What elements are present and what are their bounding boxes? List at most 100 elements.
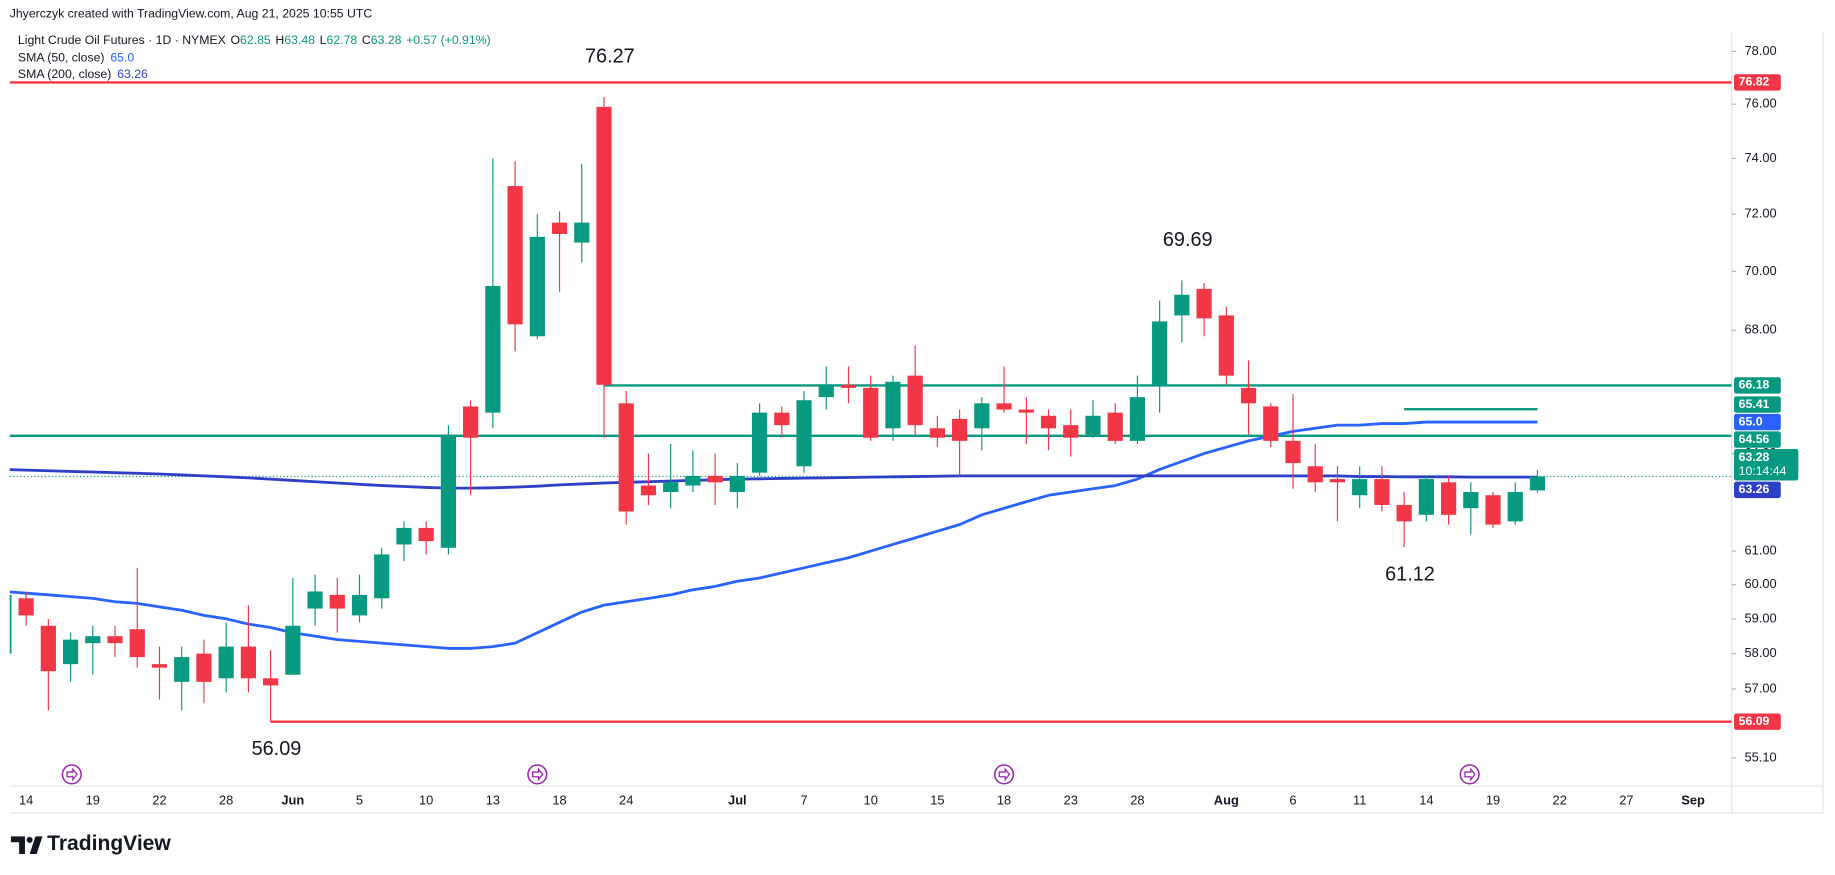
- candle-body: [485, 285, 501, 413]
- countdown: 10:14:44: [1739, 464, 1787, 478]
- x-tick-label: 28: [1130, 793, 1144, 808]
- ohlc-value: 63.48: [284, 33, 315, 47]
- x-tick-label: 13: [486, 793, 500, 808]
- candle-body: [374, 554, 390, 599]
- candle-body: [529, 236, 545, 337]
- candle-body: [418, 527, 434, 542]
- event-icon[interactable]: [1459, 764, 1480, 785]
- candle-body: [974, 403, 990, 429]
- candle-body: [1063, 425, 1079, 438]
- x-tick-label: 19: [86, 793, 100, 808]
- ohlc-value: 62.85: [240, 33, 271, 47]
- candle-body: [351, 594, 368, 616]
- candle-body: [1440, 482, 1457, 515]
- change: +0.57 (+0.91%): [406, 33, 491, 47]
- y-tick-label: 76.00: [1745, 96, 1777, 111]
- price-tag: [1734, 431, 1781, 448]
- y-tick-label: 59.00: [1745, 610, 1777, 625]
- x-tick-label: 14: [19, 793, 33, 808]
- y-tick-label: 68.00: [1745, 322, 1777, 337]
- price-tag-label: 76.82: [1739, 75, 1770, 89]
- candle-body: [263, 678, 279, 686]
- price-tag: [1734, 396, 1781, 413]
- event-icon[interactable]: [61, 764, 82, 785]
- candle-body: [507, 186, 523, 325]
- ohlc-key: L: [320, 33, 327, 47]
- sma-line: [9, 420, 1538, 650]
- price-tag-label: 66.18: [1739, 378, 1770, 392]
- price-tag: [1734, 74, 1781, 91]
- ohlc-value: 63.28: [371, 33, 402, 47]
- logo-mark: [10, 836, 25, 854]
- candle-body: [818, 384, 834, 398]
- x-tick-label: 22: [1553, 793, 1567, 808]
- candle-body: [151, 664, 168, 668]
- candle-body: [1329, 479, 1346, 483]
- price-tag: [1734, 481, 1781, 499]
- sma-value: 65.0: [110, 51, 134, 65]
- candle-body: [1263, 406, 1279, 441]
- price-tag: [1734, 448, 1799, 481]
- price-tag: [1734, 413, 1781, 431]
- x-tick-label: Sep: [1681, 793, 1705, 808]
- candle-body: [796, 400, 812, 467]
- price-tag: [1734, 377, 1781, 394]
- price-tag-label: 64.56: [1739, 432, 1770, 446]
- candle-body: [129, 629, 145, 658]
- candle-body: [40, 625, 56, 672]
- candle-body: [1152, 321, 1168, 385]
- candle-body: [1374, 479, 1390, 505]
- candle-body: [240, 646, 256, 679]
- candle-body: [1174, 294, 1190, 316]
- y-tick-label: 74.00: [1745, 150, 1777, 165]
- logo: TradingView: [10, 832, 171, 855]
- event-icon[interactable]: [527, 764, 548, 785]
- plot-area: [9, 81, 1732, 723]
- candle-body: [551, 222, 568, 234]
- price-tag: [1734, 713, 1781, 730]
- candle-body: [463, 406, 479, 438]
- candle-body: [663, 482, 679, 492]
- price-annotation: 56.09: [252, 738, 302, 760]
- candle-body: [929, 428, 945, 438]
- event-icon[interactable]: [993, 764, 1015, 785]
- price-annotation: 69.69: [1163, 229, 1213, 251]
- candle-body: [440, 434, 457, 548]
- x-tick-label: 27: [1619, 793, 1633, 808]
- candle-body: [1107, 412, 1123, 441]
- sma-legend: SMA (200, close) 63.26: [18, 67, 148, 81]
- candle-body: [596, 106, 612, 385]
- symbol-readout: Light Crude Oil Futures · 1D · NYMEX O62.…: [18, 33, 491, 47]
- x-tick-label: 28: [219, 793, 233, 808]
- y-tick-label: 55.10: [1745, 749, 1777, 764]
- x-tick-label: Jun: [281, 793, 304, 808]
- candle-body: [751, 412, 768, 473]
- candle-body: [1196, 288, 1212, 319]
- candle-body: [640, 485, 657, 496]
- candle-body: [885, 381, 901, 429]
- y-tick-label: 57.00: [1745, 680, 1777, 695]
- sma-value: 63.26: [117, 67, 148, 81]
- price-tag-label: 65.0: [1739, 414, 1763, 428]
- candle-body: [1085, 415, 1101, 435]
- x-tick-label: 24: [619, 793, 633, 808]
- candle-body: [1396, 504, 1412, 522]
- candle-body: [1352, 479, 1368, 496]
- candle-body: [907, 375, 923, 426]
- candle-body: [218, 646, 234, 679]
- candle-body: [18, 598, 34, 616]
- candle-body: [707, 475, 723, 483]
- x-tick-label: Jul: [728, 793, 747, 808]
- x-tick-label: 10: [419, 793, 433, 808]
- candle-body: [1485, 495, 1501, 525]
- price-tag-label: 65.41: [1739, 397, 1770, 411]
- x-tick-label: 11: [1353, 793, 1366, 808]
- ohlc-key: C: [362, 33, 371, 47]
- attribution: Jhyerczyk created with TradingView.com, …: [10, 6, 373, 20]
- ohlc-key: O: [231, 33, 241, 47]
- candle-body: [196, 653, 212, 682]
- y-tick-label: 60.00: [1745, 576, 1777, 591]
- candle-body: [1040, 415, 1057, 429]
- y-tick-label: 70.00: [1745, 263, 1777, 278]
